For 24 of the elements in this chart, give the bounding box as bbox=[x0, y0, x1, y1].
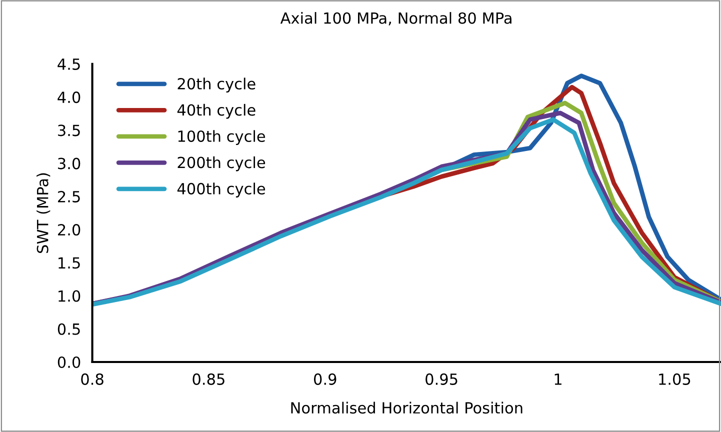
y-tick-label: 2.0 bbox=[58, 224, 80, 236]
y-tick-label: 1.5 bbox=[58, 257, 80, 269]
y-tick-label: 4.0 bbox=[58, 92, 80, 104]
y-tick-label: 0.5 bbox=[58, 323, 80, 335]
y-tick-label: 3.5 bbox=[58, 124, 80, 136]
x-tick-label: 1.05 bbox=[659, 373, 690, 385]
y-axis-title: SWT (MPa) bbox=[36, 173, 50, 253]
legend-label: 400th cycle bbox=[177, 182, 266, 198]
y-tick-label: 2.5 bbox=[58, 190, 80, 202]
x-tick-label: 1 bbox=[554, 374, 562, 385]
x-tick-label: 0.9 bbox=[314, 373, 336, 385]
legend-label: 200th cycle bbox=[178, 156, 266, 172]
x-tick-label: 0.95 bbox=[426, 373, 458, 385]
legend-label: 100th cycle bbox=[178, 130, 266, 145]
legend-label: 20th cycle bbox=[178, 78, 256, 92]
x-axis-title: Normalised Horizontal Position bbox=[291, 402, 522, 414]
x-tick-label: 0.8 bbox=[81, 373, 104, 385]
y-tick-label: 1.0 bbox=[58, 290, 80, 302]
y-tick-label: 3.0 bbox=[58, 158, 80, 170]
y-tick-label: 4.5 bbox=[58, 58, 80, 70]
chart-title: Axial 100 MPa, Normal 80 MPa bbox=[280, 12, 512, 26]
x-tick-label: 0.85 bbox=[192, 373, 224, 385]
legend-label: 40th cycle bbox=[177, 104, 256, 119]
y-tick-label: 0.0 bbox=[58, 356, 80, 368]
